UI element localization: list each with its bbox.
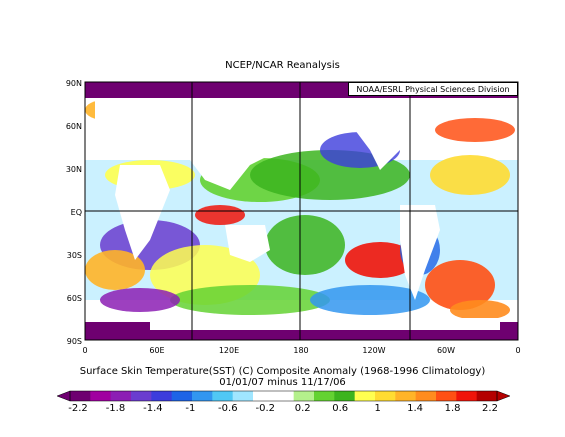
colorbar-swatch bbox=[212, 391, 234, 401]
colorbar-swatch bbox=[334, 391, 356, 401]
colorbar bbox=[56, 390, 511, 402]
colorbar-swatch bbox=[415, 391, 437, 401]
colorbar-label: 0.6 bbox=[332, 403, 349, 414]
colorbar-swatch bbox=[375, 391, 396, 401]
x-label-60w: 60W bbox=[436, 346, 456, 355]
colorbar-label: 0.2 bbox=[294, 403, 311, 414]
colorbar-label: -0.2 bbox=[255, 403, 276, 414]
colorbar-swatch bbox=[131, 391, 152, 401]
y-label-90n: 90N bbox=[65, 79, 82, 88]
x-label-120e: 120E bbox=[218, 346, 240, 355]
colorbar-label: -1.8 bbox=[105, 403, 126, 414]
colorbar-swatch bbox=[151, 391, 173, 401]
x-label-0: 0 bbox=[82, 346, 88, 355]
y-label-90s: 90S bbox=[66, 337, 82, 346]
colorbar-swatch bbox=[354, 391, 376, 401]
colorbar-swatch bbox=[436, 391, 457, 401]
colorbar-swatch bbox=[456, 391, 478, 401]
y-label-60s: 60S bbox=[66, 294, 82, 303]
map-title: NCEP/NCAR Reanalysis bbox=[225, 60, 340, 71]
colorbar-swatch bbox=[273, 391, 295, 401]
x-label-60e: 60E bbox=[149, 346, 165, 355]
colorbar-label: 1.4 bbox=[407, 403, 424, 414]
y-label-30s: 30S bbox=[66, 251, 82, 260]
credit-box: NOAA/ESRL Physical Sciences Division bbox=[348, 82, 518, 96]
colorbar-swatch bbox=[253, 391, 274, 401]
colorbar-label: -2.2 bbox=[68, 403, 88, 414]
colorbar-swatch bbox=[293, 391, 315, 401]
colorbar-swatch bbox=[314, 391, 335, 401]
colorbar-swatch bbox=[192, 391, 213, 401]
colorbar-swatch bbox=[395, 391, 417, 401]
colorbar-swatch bbox=[171, 391, 193, 401]
y-label-30n: 30N bbox=[65, 165, 82, 174]
colorbar-label: 2.2 bbox=[482, 403, 498, 414]
y-label-eq: EQ bbox=[70, 208, 82, 217]
colorbar-arrow-left bbox=[56, 390, 71, 402]
x-label-180: 180 bbox=[293, 346, 309, 355]
colorbar-swatch bbox=[232, 391, 254, 401]
colorbar-label: -1 bbox=[185, 403, 196, 414]
colorbar-swatch bbox=[110, 391, 132, 401]
colorbar-swatch bbox=[70, 391, 91, 401]
colorbar-swatch bbox=[90, 391, 112, 401]
caption-line1: Surface Skin Temperature(SST) (C) Compos… bbox=[79, 366, 486, 377]
x-label-120w: 120W bbox=[362, 346, 386, 355]
y-label-60n: 60N bbox=[65, 122, 82, 131]
x-label-0-end: 0 bbox=[515, 346, 521, 355]
colorbar-label: 1 bbox=[374, 403, 381, 414]
colorbar-outline bbox=[69, 390, 498, 402]
caption-line2: 01/01/07 minus 11/17/06 bbox=[219, 377, 346, 388]
colorbar-label: -0.6 bbox=[218, 403, 238, 414]
colorbar-label: -1.4 bbox=[143, 403, 163, 414]
colorbar-swatch bbox=[476, 391, 498, 401]
colorbar-arrow-right bbox=[496, 390, 511, 402]
colorbar-label: 1.8 bbox=[444, 403, 461, 414]
